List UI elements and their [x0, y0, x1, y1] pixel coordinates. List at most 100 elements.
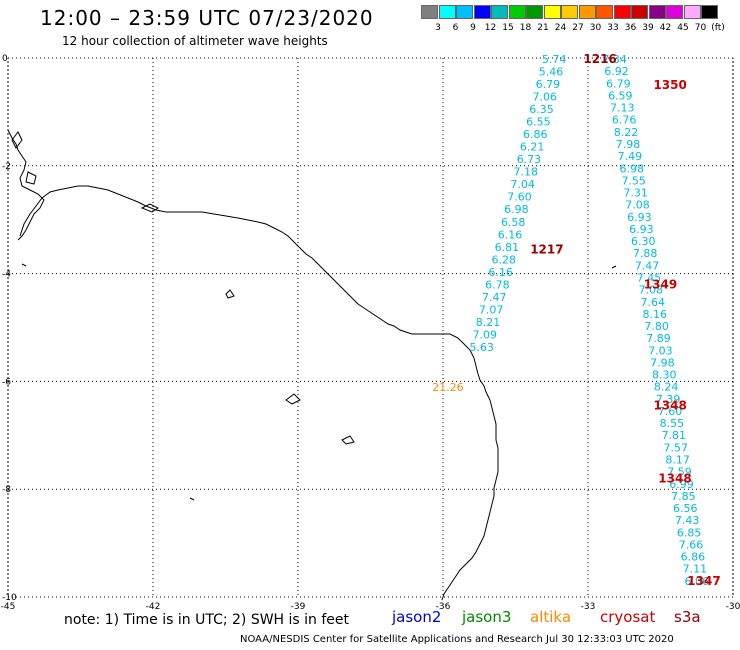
- legend-label: 15: [502, 23, 514, 33]
- wave-height-value: 7.59: [667, 466, 692, 479]
- track-values: 5.745.466.797.066.356.556.866.216.737.18…: [432, 53, 709, 588]
- wave-height-value: 7.45: [637, 271, 662, 284]
- legend-label: 30: [589, 23, 602, 33]
- legend-swatch: [438, 5, 456, 19]
- legend-label: 39: [642, 23, 654, 33]
- wave-height-value: 6.92: [604, 65, 629, 78]
- wave-height-value: 7.04: [510, 178, 535, 191]
- wave-height-value: 8.21: [476, 316, 501, 329]
- sat-label-altika: altika: [530, 608, 572, 626]
- wave-height-value: 7.57: [663, 441, 688, 454]
- lat-lon-grid: -45 -42 -39 -36 -33 -30 0 -2 -4 -6 -8 -10: [1, 54, 740, 610]
- y-tick-label: -10: [2, 593, 17, 603]
- y-tick-label: -8: [2, 485, 11, 495]
- map-title: 12:00 – 23:59 UTC 07/23/2020: [40, 6, 374, 30]
- legend-label: 24: [554, 23, 567, 33]
- wave-height-value: 6.78: [485, 278, 510, 291]
- wave-height-value: 6.76: [612, 114, 637, 127]
- legend-swatch: [631, 5, 648, 19]
- wave-height-value: 6.59: [608, 89, 633, 102]
- legend-unit: (ft): [711, 23, 725, 33]
- wave-height-value: 7.60: [658, 405, 683, 418]
- wave-height-value: 6.35: [529, 103, 554, 116]
- wave-height-value: 7.98: [616, 138, 641, 151]
- legend-swatch: [701, 5, 718, 19]
- wave-height-value: 6.28: [491, 253, 516, 266]
- wave-height-value: 6.55: [526, 116, 551, 129]
- wave-height-value: 7.66: [679, 538, 704, 551]
- wave-height-value: 7.43: [675, 514, 700, 527]
- northern-coastline: [7, 129, 45, 241]
- wave-height-value: 8.55: [660, 417, 685, 430]
- legend-swatch: [561, 5, 578, 19]
- wave-height-value: 6.16: [488, 266, 513, 279]
- legend-swatch: [526, 5, 543, 19]
- legend-swatch: [666, 5, 683, 19]
- coastline: [7, 129, 617, 601]
- sat-label-jason3: jason3: [462, 608, 512, 626]
- legend-label: 70: [694, 23, 707, 33]
- legend-label: 33: [607, 23, 619, 33]
- atoll-4: [341, 435, 355, 445]
- wave-height-value: 7.85: [671, 490, 696, 503]
- legend-label: 3: [435, 23, 441, 33]
- legend-label: 18: [519, 23, 532, 33]
- legend-label: 27: [572, 23, 584, 33]
- wave-height-value: 5.63: [469, 341, 494, 354]
- x-tick-label: -33: [581, 602, 596, 610]
- legend-swatch: [473, 5, 491, 19]
- wave-height-value: 6.58: [501, 216, 526, 229]
- legend-swatch: [421, 5, 438, 19]
- atoll-3: [285, 393, 301, 405]
- wave-height-value: 7.98: [650, 356, 675, 369]
- wave-height-value: 7.47: [635, 259, 660, 272]
- wave-height-value: 7.81: [662, 429, 687, 442]
- pass-id-label: 1350: [653, 78, 686, 92]
- wave-height-value: 7.07: [479, 303, 504, 316]
- sat-label-jason2: jason2: [392, 608, 442, 626]
- wave-height-value: 7.18: [514, 166, 539, 179]
- wave-height-value: 7.47: [482, 291, 507, 304]
- mainland-coastline: [19, 185, 499, 601]
- pass-id-label: 1349: [644, 277, 677, 291]
- legend-label: 36: [624, 23, 637, 33]
- atoll-7: [611, 265, 617, 269]
- legend-swatch: [508, 5, 526, 19]
- wave-height-value: 6.98: [620, 162, 645, 175]
- wave-height-value: 6.79: [606, 77, 631, 90]
- sat-label-s3a: s3a: [674, 608, 701, 626]
- wave-height-value: 7.08: [639, 284, 664, 297]
- sat-label-cryosat: cryosat: [600, 608, 656, 626]
- wave-height-value: 8.17: [665, 453, 690, 466]
- wave-height-value: 7.88: [633, 247, 658, 260]
- wave-height-value: 7.49: [618, 150, 643, 163]
- wave-height-value: 5.74: [542, 53, 567, 66]
- wave-height-value: 6.73: [517, 153, 542, 166]
- x-tick-label: -45: [1, 602, 16, 610]
- pass-id-label: 1347: [687, 574, 720, 588]
- wave-height-value: 7.13: [610, 102, 635, 115]
- y-tick-label: 0: [2, 54, 8, 64]
- wave-height-value: 6.85: [677, 526, 702, 539]
- wave-height-value: 6.93: [629, 223, 654, 236]
- wave-height-value: 7.55: [621, 174, 646, 187]
- wave-height-value: 7.34: [602, 53, 627, 66]
- legend-swatch: [543, 5, 561, 19]
- wave-height-value: 6.81: [495, 241, 520, 254]
- wave-height-value: 6.86: [523, 128, 548, 141]
- y-tick-label: -4: [2, 270, 11, 280]
- legend-swatch: [578, 5, 596, 19]
- credit-line: NOAA/NESDIS Center for Satellite Applica…: [240, 634, 674, 645]
- wave-height-value: 8.16: [642, 308, 667, 321]
- pass-ids: 1216 1350 1217 1349 1348 1348 1347: [530, 52, 720, 588]
- legend-swatch: [596, 5, 613, 19]
- atoll-2: [225, 289, 235, 299]
- wave-height-value: 7.08: [625, 199, 650, 212]
- wave-height-value: 6.30: [631, 235, 656, 248]
- wave-height-value: 7.31: [623, 187, 648, 200]
- legend-label: 9: [470, 23, 476, 33]
- x-tick-label: -42: [146, 602, 161, 610]
- atoll-6: [21, 263, 27, 267]
- wave-height-value: 7.80: [644, 320, 669, 333]
- wave-height-value: 6.79: [536, 78, 561, 91]
